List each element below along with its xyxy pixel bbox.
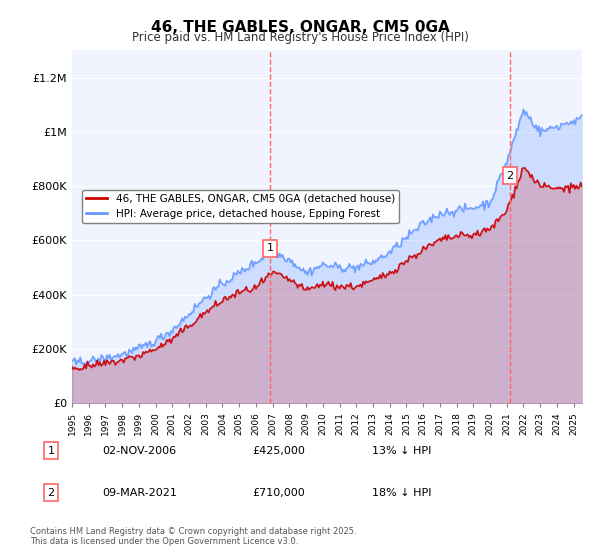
Text: £710,000: £710,000 [252,488,305,498]
Legend: 46, THE GABLES, ONGAR, CM5 0GA (detached house), HPI: Average price, detached ho: 46, THE GABLES, ONGAR, CM5 0GA (detached… [82,190,399,223]
Text: 18% ↓ HPI: 18% ↓ HPI [372,488,431,498]
Text: 1: 1 [47,446,55,456]
Text: 2: 2 [506,171,514,180]
Text: 13% ↓ HPI: 13% ↓ HPI [372,446,431,456]
Text: 1: 1 [266,243,274,253]
Text: £425,000: £425,000 [252,446,305,456]
Text: 2: 2 [47,488,55,498]
Text: 46, THE GABLES, ONGAR, CM5 0GA: 46, THE GABLES, ONGAR, CM5 0GA [151,20,449,35]
Text: 02-NOV-2006: 02-NOV-2006 [102,446,176,456]
Text: Contains HM Land Registry data © Crown copyright and database right 2025.
This d: Contains HM Land Registry data © Crown c… [30,526,356,546]
Text: 09-MAR-2021: 09-MAR-2021 [102,488,177,498]
Text: Price paid vs. HM Land Registry's House Price Index (HPI): Price paid vs. HM Land Registry's House … [131,31,469,44]
